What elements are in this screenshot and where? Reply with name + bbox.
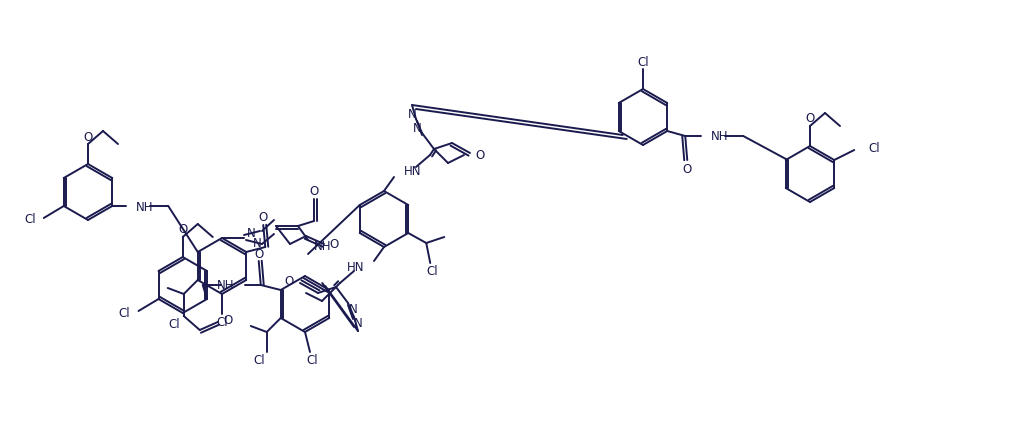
Text: Cl: Cl	[868, 142, 880, 155]
Text: Cl: Cl	[24, 213, 36, 226]
Text: O: O	[806, 112, 815, 125]
Text: O: O	[258, 211, 268, 224]
Text: O: O	[284, 275, 293, 288]
Text: Cl: Cl	[307, 354, 318, 367]
Text: O: O	[310, 185, 319, 198]
Text: N: N	[413, 121, 421, 134]
Text: Cl: Cl	[637, 56, 649, 68]
Text: N: N	[349, 303, 357, 316]
Text: N: N	[253, 237, 261, 250]
Text: O: O	[178, 223, 187, 236]
Text: Cl: Cl	[168, 318, 180, 331]
Text: O: O	[83, 131, 93, 144]
Text: Cl: Cl	[118, 307, 131, 320]
Text: NH: NH	[136, 201, 153, 214]
Text: NH: NH	[217, 279, 235, 292]
Text: N: N	[407, 107, 417, 120]
Text: N: N	[354, 317, 362, 330]
Text: Cl: Cl	[216, 316, 227, 329]
Text: NH: NH	[711, 130, 729, 143]
Text: O: O	[682, 163, 691, 176]
Text: N: N	[247, 227, 255, 240]
Text: HN: HN	[347, 261, 364, 274]
Text: Cl: Cl	[253, 354, 264, 367]
Text: O: O	[223, 314, 233, 327]
Text: HN: HN	[404, 165, 422, 178]
Text: O: O	[475, 149, 485, 162]
Text: O: O	[254, 247, 263, 260]
Text: O: O	[329, 238, 339, 251]
Text: NH: NH	[314, 240, 331, 253]
Text: Cl: Cl	[426, 265, 438, 278]
